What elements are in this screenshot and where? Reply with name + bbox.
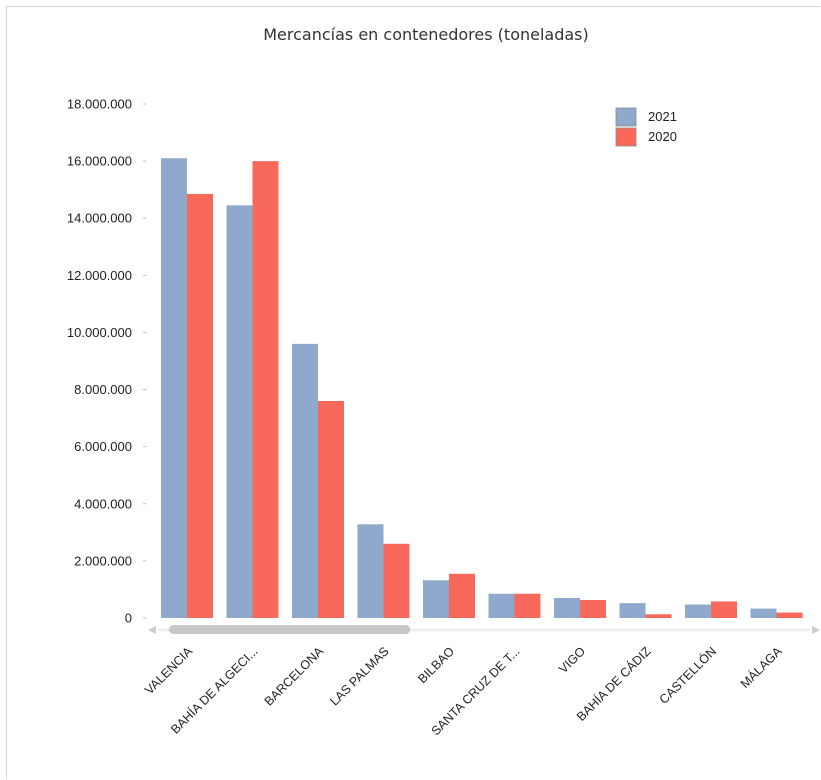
category-label: VALENCIA <box>142 644 195 697</box>
bar-2020[interactable] <box>449 573 475 618</box>
bar-2020[interactable] <box>514 593 541 618</box>
y-tick-label: 14.000.000 <box>67 211 132 226</box>
category-label: BARCELONA <box>262 644 327 709</box>
chart-frame <box>6 6 820 779</box>
y-tick-label: 2.000.000 <box>74 553 132 568</box>
y-tick-label: 18.000.000 <box>67 97 132 112</box>
category-label: VIGO <box>556 644 588 676</box>
bar-2021[interactable] <box>161 158 187 618</box>
bar-2020[interactable] <box>318 400 344 618</box>
bar-2020[interactable] <box>580 600 606 618</box>
legend-label: 2021 <box>648 109 677 124</box>
bar-2021[interactable] <box>685 604 711 618</box>
bars <box>161 158 803 618</box>
chart-title: Mercancías en contenedores (toneladas) <box>263 25 589 44</box>
category-label: MÁLAGA <box>737 643 785 691</box>
horizontal-scrollbar[interactable] <box>148 625 820 634</box>
bar-2021[interactable] <box>357 524 384 618</box>
y-tick-label: 16.000.000 <box>67 154 132 169</box>
y-tick-label: 4.000.000 <box>74 496 132 511</box>
legend-swatch <box>615 107 637 127</box>
category-label: CASTELLÓN <box>656 644 719 707</box>
y-axis: 0 2.000.000 4.000.000 6.000.000 8.000.000 10.… <box>67 97 146 626</box>
y-tick-label: 8.000.000 <box>74 382 132 397</box>
y-tick-label: 0 <box>125 611 132 626</box>
scrollbar-thumb[interactable] <box>169 625 411 634</box>
category-label: LAS PALMAS <box>327 644 391 708</box>
y-tick-label: 10.000.000 <box>67 325 132 340</box>
bar-2021[interactable] <box>619 603 646 618</box>
bar-2021[interactable] <box>750 608 777 618</box>
bar-2021[interactable] <box>488 593 515 618</box>
legend: 2021 2020 <box>615 107 677 147</box>
bar-2020[interactable] <box>383 543 410 618</box>
bar-2020[interactable] <box>252 161 279 618</box>
bar-2020[interactable] <box>187 193 213 618</box>
scroll-left-arrow-icon[interactable] <box>148 626 156 634</box>
bar-2021[interactable] <box>292 343 318 618</box>
scroll-right-arrow-icon[interactable] <box>812 626 820 634</box>
bar-2021[interactable] <box>554 598 580 618</box>
y-tick-label: 6.000.000 <box>74 439 132 454</box>
legend-swatch <box>615 127 637 147</box>
bar-2021[interactable] <box>423 580 449 618</box>
bar-2020[interactable] <box>645 614 672 618</box>
category-label: BILBAO <box>415 644 457 686</box>
bar-2021[interactable] <box>226 205 253 618</box>
legend-label: 2020 <box>648 129 677 144</box>
bar-2020[interactable] <box>711 601 737 618</box>
bar-2020[interactable] <box>776 612 803 618</box>
y-tick-label: 12.000.000 <box>67 268 132 283</box>
